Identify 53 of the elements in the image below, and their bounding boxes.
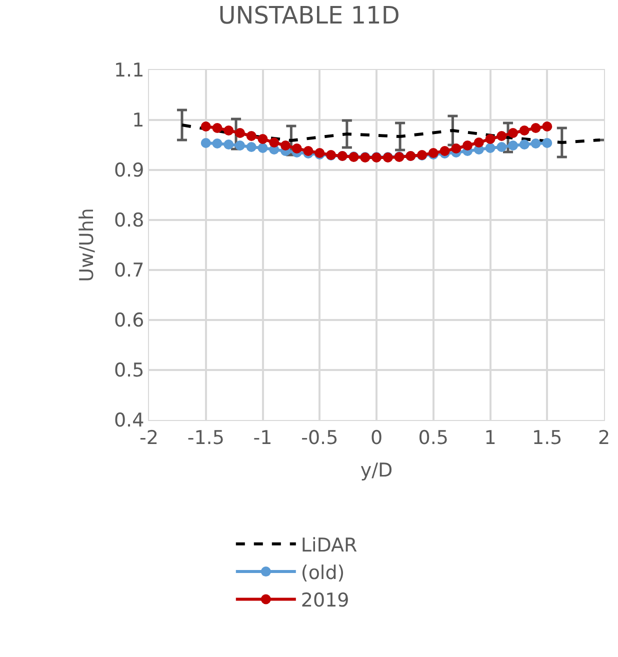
legend-label: (old) xyxy=(300,562,345,584)
x-tick-label: 0 xyxy=(370,426,383,449)
point xyxy=(508,140,518,150)
point xyxy=(212,123,222,133)
point xyxy=(530,138,541,148)
point xyxy=(530,123,541,133)
point xyxy=(280,140,290,150)
legend-label: LiDAR xyxy=(300,534,358,556)
y-axis-title: Uw/Uhh xyxy=(76,208,98,282)
point xyxy=(212,138,222,148)
point xyxy=(462,140,472,150)
x-axis-title: y/D xyxy=(360,460,393,482)
y-tick-label: 0.5 xyxy=(114,360,144,382)
point xyxy=(496,131,507,141)
point xyxy=(508,128,518,138)
point xyxy=(246,131,256,141)
x-tick-label: 1 xyxy=(484,426,496,449)
y-tick-label: 0.8 xyxy=(114,210,144,232)
point xyxy=(235,140,245,150)
point xyxy=(542,138,552,148)
legend-label: 2019 xyxy=(300,590,350,612)
y-tick-label: 1.1 xyxy=(114,60,144,82)
point xyxy=(485,134,496,144)
point xyxy=(496,142,507,152)
x-tick-label: -0.5 xyxy=(301,426,338,449)
x-tick-label: 0.5 xyxy=(418,426,448,449)
point xyxy=(485,143,496,153)
point xyxy=(519,126,530,136)
point xyxy=(519,140,530,150)
x-tick-label: 2 xyxy=(598,426,610,449)
x-tick-label: 1.5 xyxy=(532,426,562,449)
point xyxy=(246,142,256,152)
point xyxy=(200,122,211,132)
point xyxy=(292,144,302,154)
point xyxy=(303,146,314,156)
y-tick-label: 1 xyxy=(132,110,144,132)
point xyxy=(474,138,484,148)
point xyxy=(258,134,268,144)
y-tick-label: 0.6 xyxy=(114,310,144,332)
point xyxy=(200,138,211,148)
point xyxy=(258,143,268,153)
point xyxy=(224,140,234,150)
x-tick-label: -1 xyxy=(253,426,272,449)
chart-title: UNSTABLE 11D xyxy=(218,1,400,30)
point xyxy=(224,126,234,136)
y-tick-label: 0.9 xyxy=(114,160,144,182)
point xyxy=(235,128,245,138)
point xyxy=(451,144,462,154)
x-tick-label: -1.5 xyxy=(187,426,224,449)
point xyxy=(269,138,280,148)
point xyxy=(440,146,450,156)
y-tick-label: 0.7 xyxy=(114,260,144,282)
point xyxy=(542,122,552,132)
